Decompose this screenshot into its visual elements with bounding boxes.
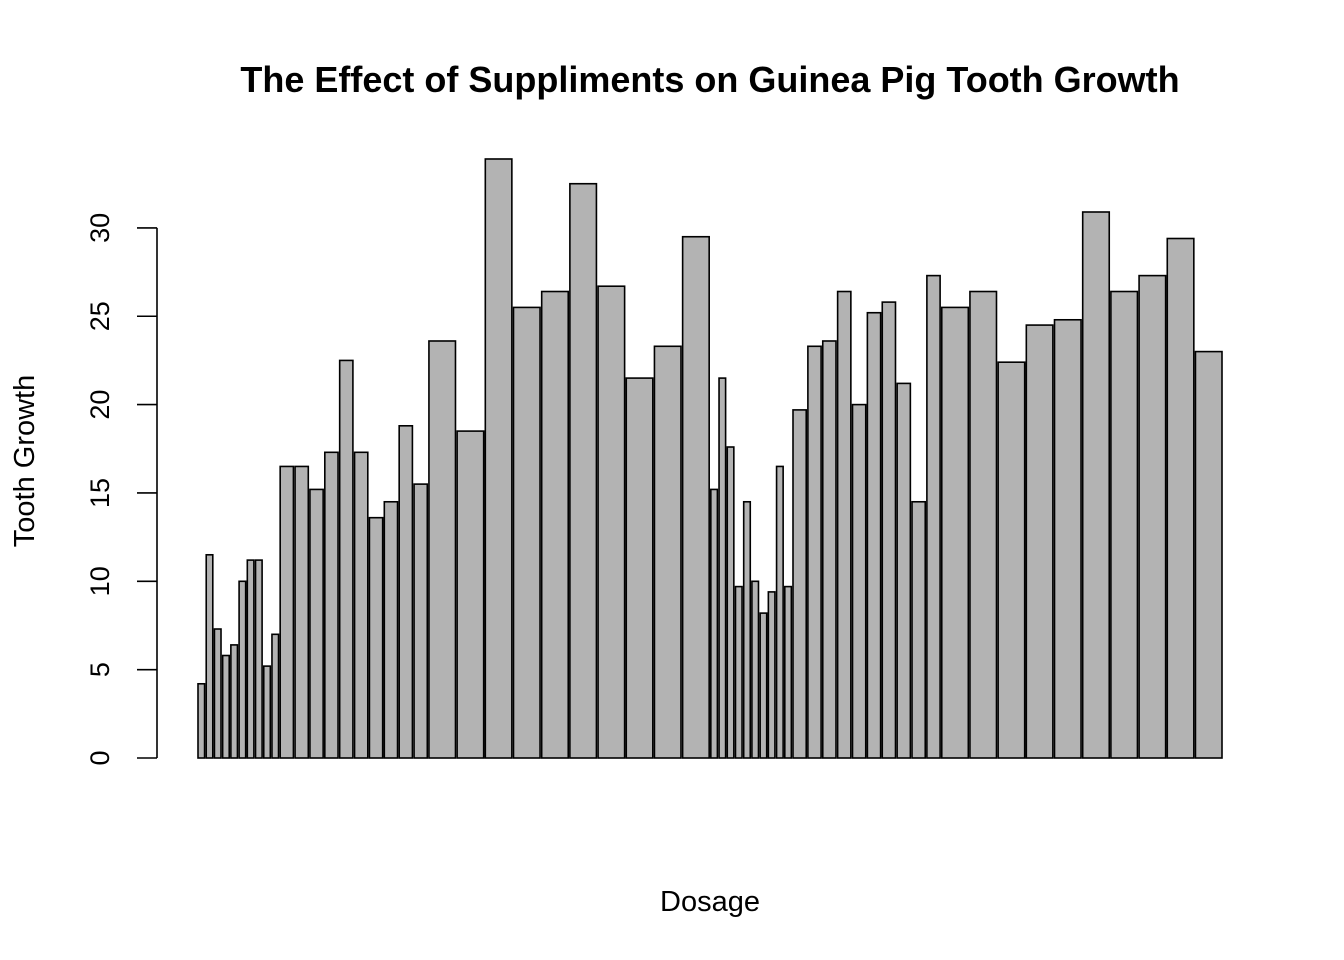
- bar-56: [1081, 211, 1111, 759]
- y-axis: 0 5 10 15 20 25 30: [85, 213, 158, 766]
- bar-28: [625, 377, 654, 759]
- bar-49: [911, 500, 927, 759]
- bar-18: [383, 500, 399, 759]
- bar-14: [324, 451, 339, 759]
- y-tick-label-25: 25: [85, 301, 115, 331]
- bar-29: [653, 345, 682, 759]
- y-tick-label-0: 0: [85, 750, 115, 765]
- bar-27: [597, 285, 626, 759]
- bar-23: [484, 158, 513, 759]
- bar-10: [271, 633, 280, 759]
- bar-4: [221, 654, 231, 759]
- bar-19: [398, 424, 414, 759]
- bar-17: [368, 516, 384, 759]
- bar-46: [866, 311, 882, 759]
- bar-1: [197, 682, 206, 759]
- y-tick-label-5: 5: [85, 662, 115, 677]
- bar-15: [338, 359, 354, 759]
- bar-3: [213, 628, 222, 759]
- bar-39: [775, 465, 784, 759]
- bar-53: [997, 361, 1026, 759]
- y-tick-label-10: 10: [85, 566, 115, 596]
- bar-55: [1053, 318, 1082, 759]
- bar-8: [254, 559, 263, 759]
- bar-16: [353, 451, 369, 759]
- bar-36: [751, 580, 760, 759]
- y-axis-label: Tooth Growth: [9, 375, 41, 547]
- bar-33: [726, 446, 735, 759]
- bar-57: [1110, 290, 1139, 759]
- bar-45: [851, 403, 867, 759]
- bar-13: [309, 488, 324, 759]
- bar-41: [792, 409, 808, 759]
- x-axis-label: Dosage: [660, 886, 760, 918]
- bar-7: [246, 559, 255, 759]
- bar-60: [1194, 350, 1223, 759]
- bar-5: [230, 644, 239, 759]
- bar-6: [238, 580, 247, 759]
- bar-43: [821, 340, 837, 759]
- bar-47: [881, 301, 897, 759]
- bar-30: [681, 235, 710, 759]
- bar-24: [512, 306, 541, 759]
- bar-25: [540, 290, 570, 759]
- chart-title: The Effect of Suppliments on Guinea Pig …: [240, 59, 1179, 100]
- bar-21: [428, 340, 457, 759]
- bar-31: [710, 488, 719, 759]
- bar-42: [807, 345, 822, 759]
- bar-35: [742, 500, 752, 759]
- bar-12: [294, 465, 310, 759]
- bar-40: [783, 585, 793, 759]
- bar-38: [767, 591, 776, 759]
- bar-20: [413, 483, 429, 759]
- bar-58: [1138, 274, 1167, 759]
- bar-54: [1025, 324, 1054, 759]
- bar-32: [718, 377, 727, 759]
- bar-2: [205, 553, 214, 759]
- bar-50: [926, 274, 941, 759]
- bar-26: [569, 182, 598, 759]
- bar-22: [456, 430, 485, 759]
- bar-9: [262, 665, 272, 759]
- bar-44: [836, 290, 852, 759]
- bar-37: [759, 612, 768, 759]
- bar-51: [940, 306, 970, 759]
- y-tick-label-15: 15: [85, 478, 115, 508]
- bar-52: [969, 290, 998, 759]
- bars-group: [197, 158, 1223, 759]
- bar-59: [1166, 237, 1195, 759]
- y-tick-label-30: 30: [85, 213, 115, 243]
- y-tick-label-20: 20: [85, 390, 115, 420]
- bar-11: [279, 465, 295, 759]
- bar-48: [896, 382, 912, 759]
- bar-34: [734, 585, 743, 759]
